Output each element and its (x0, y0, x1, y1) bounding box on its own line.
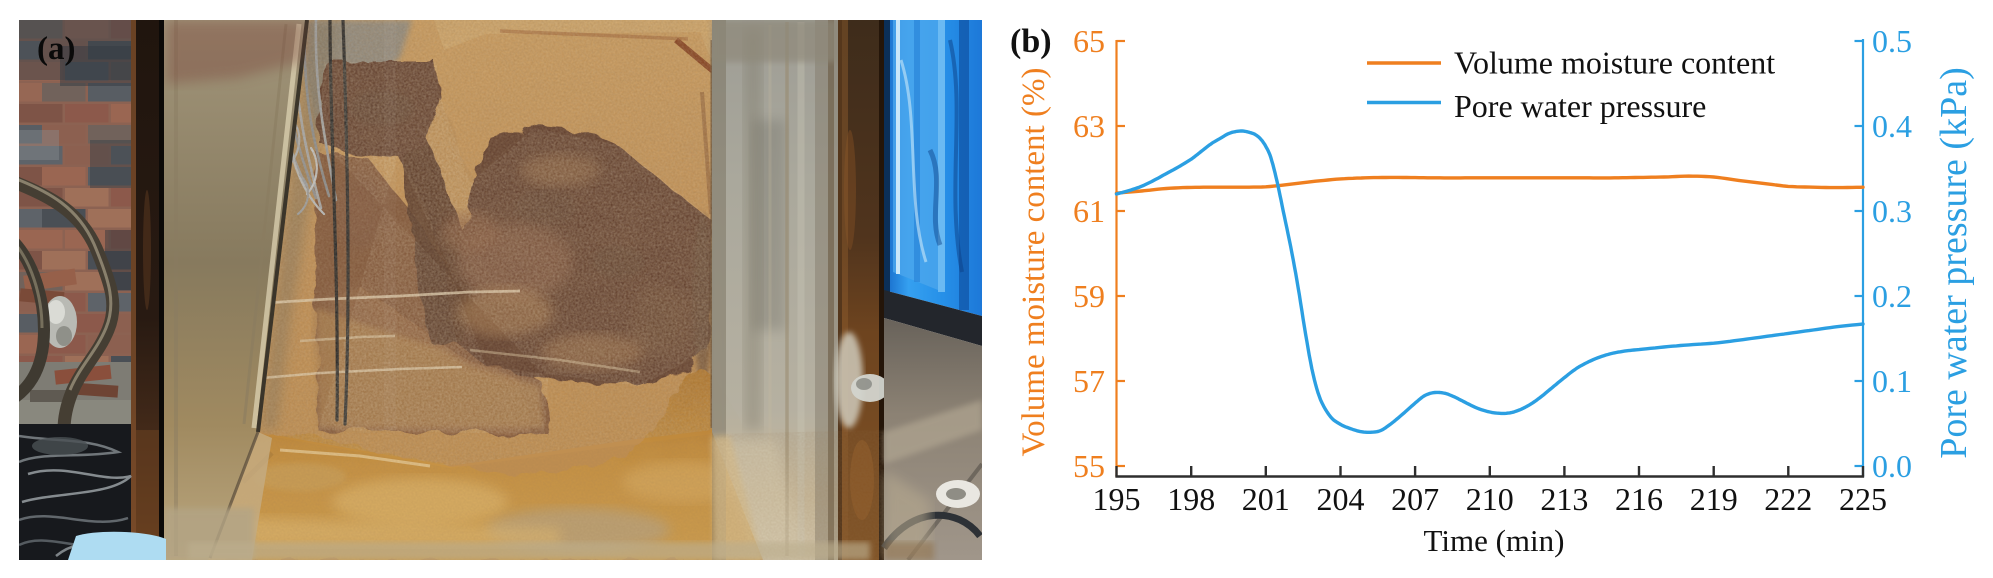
svg-text:55: 55 (1073, 448, 1105, 484)
svg-text:222: 222 (1764, 481, 1812, 517)
svg-text:0.0: 0.0 (1872, 448, 1912, 484)
svg-text:Pore water pressure: Pore water pressure (1454, 88, 1706, 124)
svg-text:57: 57 (1073, 363, 1105, 399)
svg-text:207: 207 (1391, 481, 1439, 517)
svg-text:Time (min): Time (min) (1424, 523, 1565, 558)
svg-text:Volume moisture content: Volume moisture content (1454, 45, 1775, 81)
svg-text:Pore water pressure (kPa): Pore water pressure (kPa) (1933, 67, 1975, 458)
svg-text:63: 63 (1073, 108, 1105, 144)
svg-text:59: 59 (1073, 278, 1105, 314)
svg-text:0.1: 0.1 (1872, 363, 1912, 399)
svg-text:198: 198 (1167, 481, 1215, 517)
svg-text:Volume moisture content (%): Volume moisture content (%) (1016, 68, 1052, 457)
svg-text:61: 61 (1073, 193, 1105, 229)
svg-text:210: 210 (1466, 481, 1514, 517)
svg-text:204: 204 (1317, 481, 1365, 517)
svg-text:213: 213 (1540, 481, 1588, 517)
svg-text:216: 216 (1615, 481, 1663, 517)
svg-text:65: 65 (1073, 23, 1105, 59)
svg-text:219: 219 (1690, 481, 1738, 517)
svg-text:0.3: 0.3 (1872, 193, 1912, 229)
svg-text:0.4: 0.4 (1872, 108, 1912, 144)
svg-text:195: 195 (1093, 481, 1141, 517)
svg-text:201: 201 (1242, 481, 1290, 517)
svg-text:0.2: 0.2 (1872, 278, 1912, 314)
svg-text:(a): (a) (37, 31, 75, 67)
svg-text:225: 225 (1839, 481, 1887, 517)
svg-text:0.5: 0.5 (1872, 23, 1912, 59)
svg-text:(b): (b) (1010, 23, 1052, 60)
